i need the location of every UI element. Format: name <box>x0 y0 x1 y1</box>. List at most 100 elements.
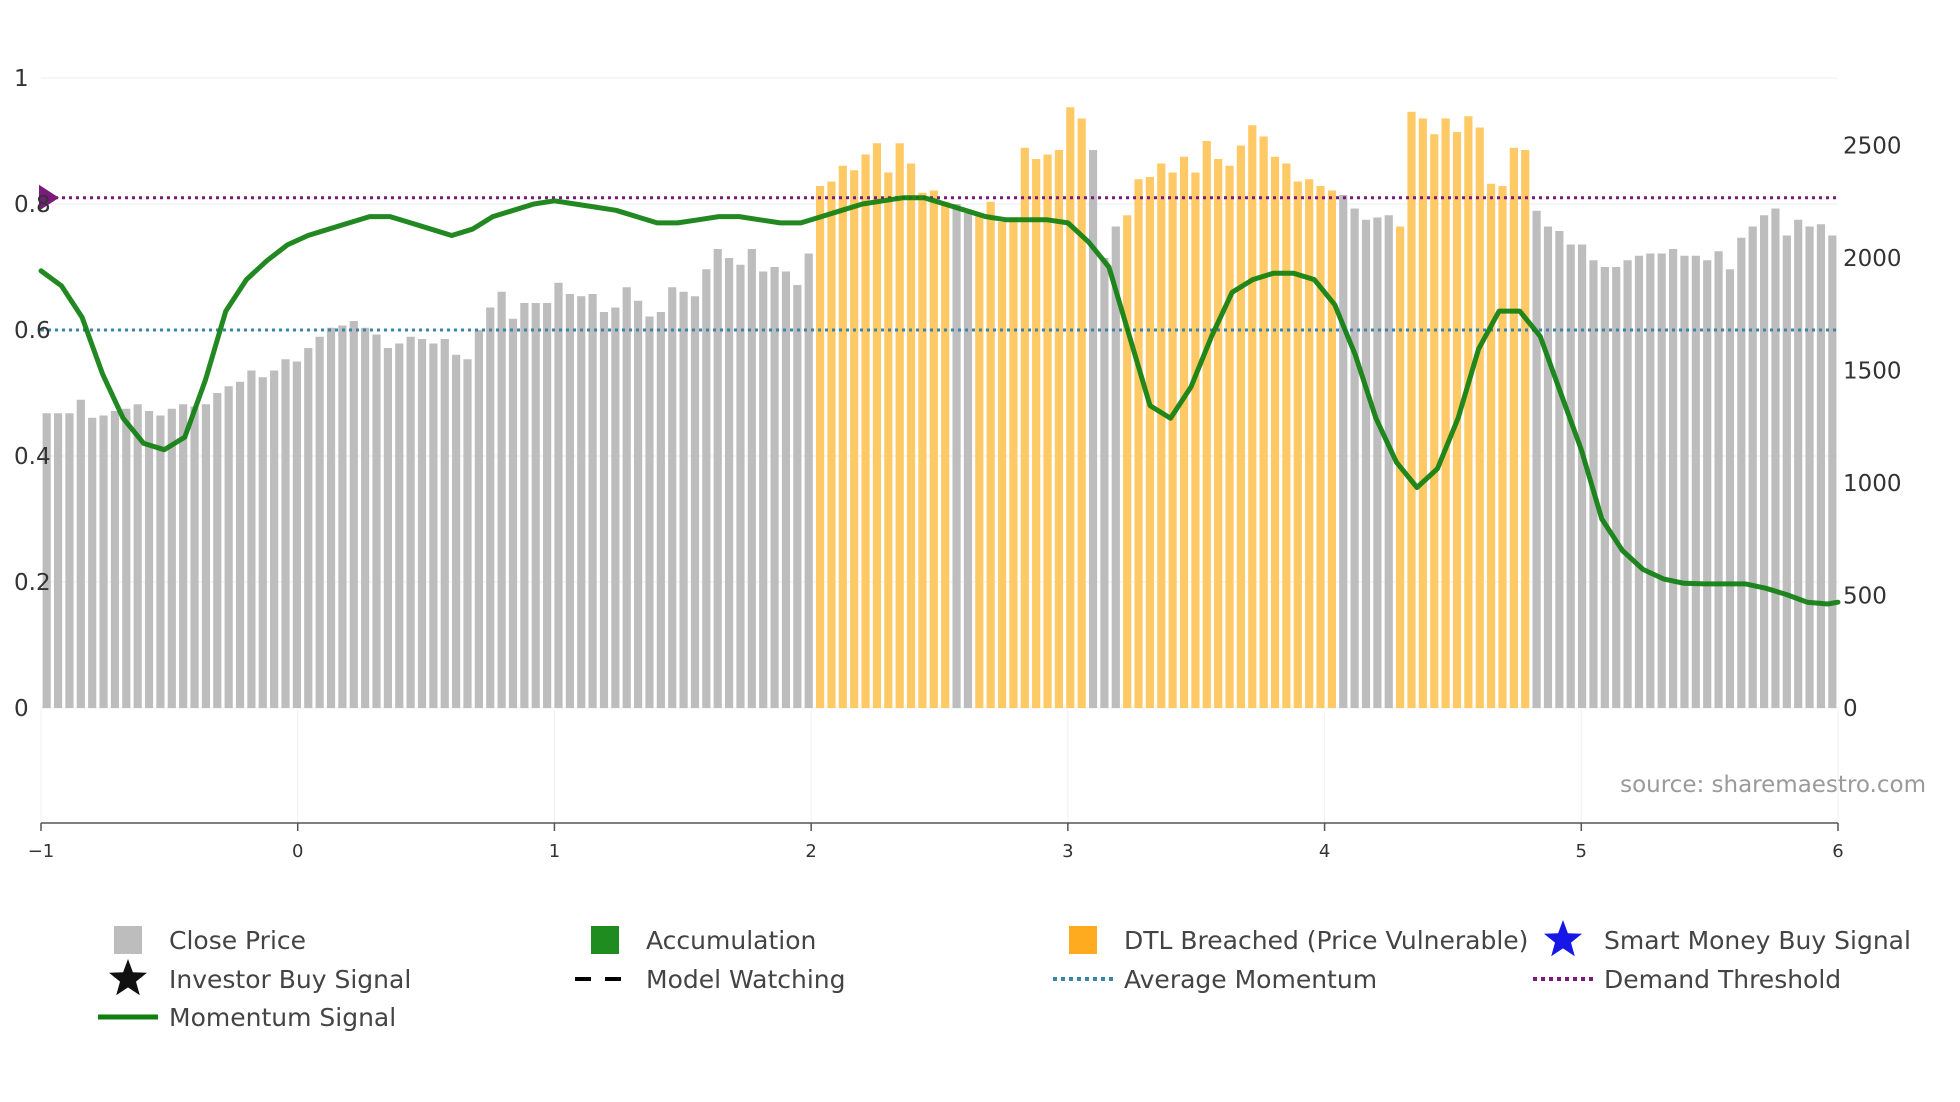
dtl-breached-bar <box>1509 147 1518 708</box>
close-price-bar <box>110 411 120 708</box>
dtl-breached-bar <box>997 222 1007 708</box>
legend: Close Price Accumulation DTL Breached (Pri… <box>98 920 1911 1032</box>
y-right-tick-label: 2000 <box>1843 246 1902 272</box>
close-price-bar <box>201 404 211 708</box>
axes: 0 0.2 0.4 0.6 0.8 1 0 500 1000 1500 2000 2500 −1 0 1 2 3… <box>14 66 1902 862</box>
close-price-bar <box>1646 253 1655 708</box>
legend-label: Demand Threshold <box>1604 965 1841 994</box>
dtl-breached-bar <box>1077 118 1086 708</box>
y-left-tick-label: 0.2 <box>14 570 51 596</box>
close-price-bar <box>88 417 97 708</box>
y-right-tick-label: 1000 <box>1843 471 1902 497</box>
black-star-icon <box>109 959 147 996</box>
demand-threshold-marker <box>39 184 59 211</box>
green-square-icon <box>591 926 619 954</box>
y-right-tick-label: 0 <box>1843 696 1858 722</box>
dtl-breached-bar <box>1020 147 1029 708</box>
close-price-bar <box>588 294 597 708</box>
legend-item-accumulation: Accumulation <box>591 926 816 955</box>
legend-item-smart_money: Smart Money Buy Signal <box>1544 920 1911 957</box>
close-price-bar <box>770 267 779 708</box>
dtl-breached-bar <box>1009 217 1018 708</box>
dtl-breached-bar <box>1214 159 1223 708</box>
close-price-bar <box>1634 255 1644 708</box>
momentum-signal-series <box>38 195 1841 607</box>
x-tick-label: 6 <box>1832 841 1843 862</box>
close-price-bar <box>1725 269 1735 708</box>
close-price-bar <box>645 316 654 708</box>
close-price-bar <box>1816 224 1826 708</box>
close-price-bar <box>224 386 233 708</box>
dtl-breached-bar <box>1248 125 1257 708</box>
close-price-bar <box>156 415 165 708</box>
x-tick-label: 3 <box>1062 841 1073 862</box>
close-price-bar <box>1759 215 1769 708</box>
close-price-bar <box>417 339 427 708</box>
dtl-breached-bar <box>1168 172 1177 708</box>
dtl-breached-bar <box>1202 141 1211 708</box>
close-price-bar <box>1100 258 1109 708</box>
close-price-bar <box>42 413 51 708</box>
close-price-bar <box>440 339 449 708</box>
close-price-bar <box>486 307 495 708</box>
close-price-bar <box>53 413 63 708</box>
legend-item-average_momentum: Average Momentum <box>1053 965 1377 994</box>
legend-label: Model Watching <box>646 965 846 994</box>
close-price-bar <box>1771 208 1780 708</box>
close-price-bar <box>781 271 791 708</box>
legend-label: Smart Money Buy Signal <box>1604 926 1911 955</box>
dtl-breached-bar <box>1498 186 1507 708</box>
dtl-breached-bar <box>1123 215 1132 708</box>
close-price-bar <box>634 300 643 708</box>
close-price-bar <box>1657 253 1666 708</box>
dtl-breached-bar <box>1464 116 1473 708</box>
close-price-bar <box>1361 219 1371 708</box>
dtl-breached-bar <box>1430 134 1439 708</box>
y-left-tick-label: 0 <box>14 696 29 722</box>
close-price-bar <box>724 258 734 708</box>
dtl-breached-bar <box>906 163 916 708</box>
gray-square-icon <box>114 926 142 954</box>
legend-item-demand_threshold: Demand Threshold <box>1533 965 1841 994</box>
close-price-bar <box>361 327 370 708</box>
y-right-tick-label: 500 <box>1843 584 1887 610</box>
x-tick-label: 4 <box>1319 841 1330 862</box>
dtl-breached-bar <box>1066 107 1075 708</box>
dtl-breached-bar <box>872 143 882 708</box>
dtl-breached-bar <box>986 201 995 708</box>
dtl-breached-bar <box>1259 136 1268 708</box>
close-price-bar <box>736 264 745 708</box>
legend-label: Close Price <box>169 926 306 955</box>
close-price-bar <box>1668 249 1678 708</box>
close-price-bar <box>76 399 85 708</box>
y-left-tick-label: 0.6 <box>14 318 51 344</box>
x-tick-label: 0 <box>292 841 303 862</box>
dtl-breached-bar <box>1134 179 1143 708</box>
dtl-breached-bar <box>827 181 836 708</box>
close-price-bar <box>213 393 222 708</box>
dtl-breached-bar <box>918 192 927 708</box>
close-price-bar <box>679 291 688 708</box>
close-price-bar <box>1703 260 1712 708</box>
legend-label: Average Momentum <box>1124 965 1377 994</box>
reference-lines <box>39 184 1838 332</box>
close-price-bar <box>452 354 461 708</box>
close-price-bar <box>349 321 358 708</box>
close-price-bar <box>520 303 529 708</box>
legend-label: DTL Breached (Price Vulnerable) <box>1124 926 1528 955</box>
close-price-bar <box>281 359 290 708</box>
close-price-bar <box>1737 237 1746 708</box>
legend-item-dtl: DTL Breached (Price Vulnerable) <box>1069 926 1528 955</box>
dtl-breached-bar <box>861 154 870 708</box>
dtl-breached-bar <box>895 143 904 708</box>
close-price-bar <box>1555 231 1564 708</box>
close-price-bars <box>42 107 1837 708</box>
y-right-tick-label: 2500 <box>1843 134 1902 160</box>
close-price-bar <box>179 404 188 708</box>
dtl-breached-bar <box>838 165 847 708</box>
close-price-bar <box>793 285 802 708</box>
close-price-bar <box>258 377 267 708</box>
dtl-breached-bar <box>1487 183 1496 708</box>
dtl-breached-bar <box>1407 111 1416 708</box>
